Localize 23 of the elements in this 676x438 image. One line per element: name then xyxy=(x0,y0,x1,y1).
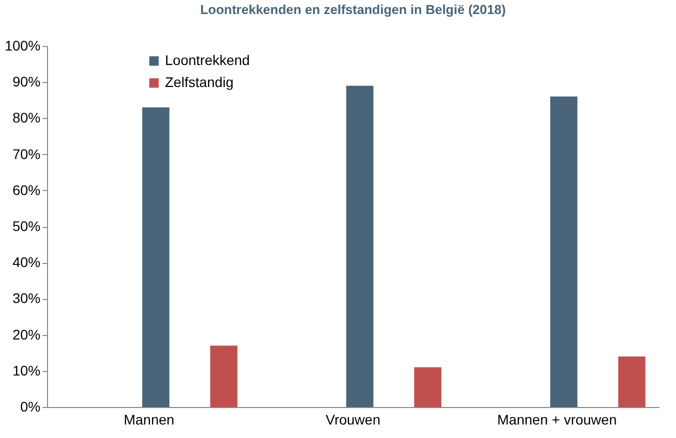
y-tick-label: 30% xyxy=(12,290,40,306)
bar xyxy=(550,96,578,407)
legend-label: Loontrekkend xyxy=(165,52,250,68)
y-tick-label: 70% xyxy=(12,146,40,162)
y-tick-label: 40% xyxy=(12,254,40,270)
y-tick-label: 80% xyxy=(12,110,40,126)
legend-label: Zelfstandig xyxy=(165,74,234,90)
y-tick-label: 90% xyxy=(12,74,40,90)
y-tick-label: 10% xyxy=(12,362,40,378)
x-tick-label: Mannen + vrouwen xyxy=(497,412,617,428)
bar xyxy=(142,107,170,407)
y-tick-label: 100% xyxy=(4,38,40,54)
bar xyxy=(346,86,374,407)
bar xyxy=(210,346,238,407)
y-tick-label: 0% xyxy=(20,398,40,414)
bar xyxy=(414,367,442,407)
chart-title: Loontrekkenden en zelfstandigen in België (2018) xyxy=(200,2,506,17)
y-tick-label: 20% xyxy=(12,326,40,342)
bar xyxy=(618,356,646,407)
x-tick-label: Mannen xyxy=(124,412,174,428)
y-tick-label: 50% xyxy=(12,218,40,234)
y-tick-label: 60% xyxy=(12,182,40,198)
x-tick-label: Vrouwen xyxy=(326,412,380,428)
